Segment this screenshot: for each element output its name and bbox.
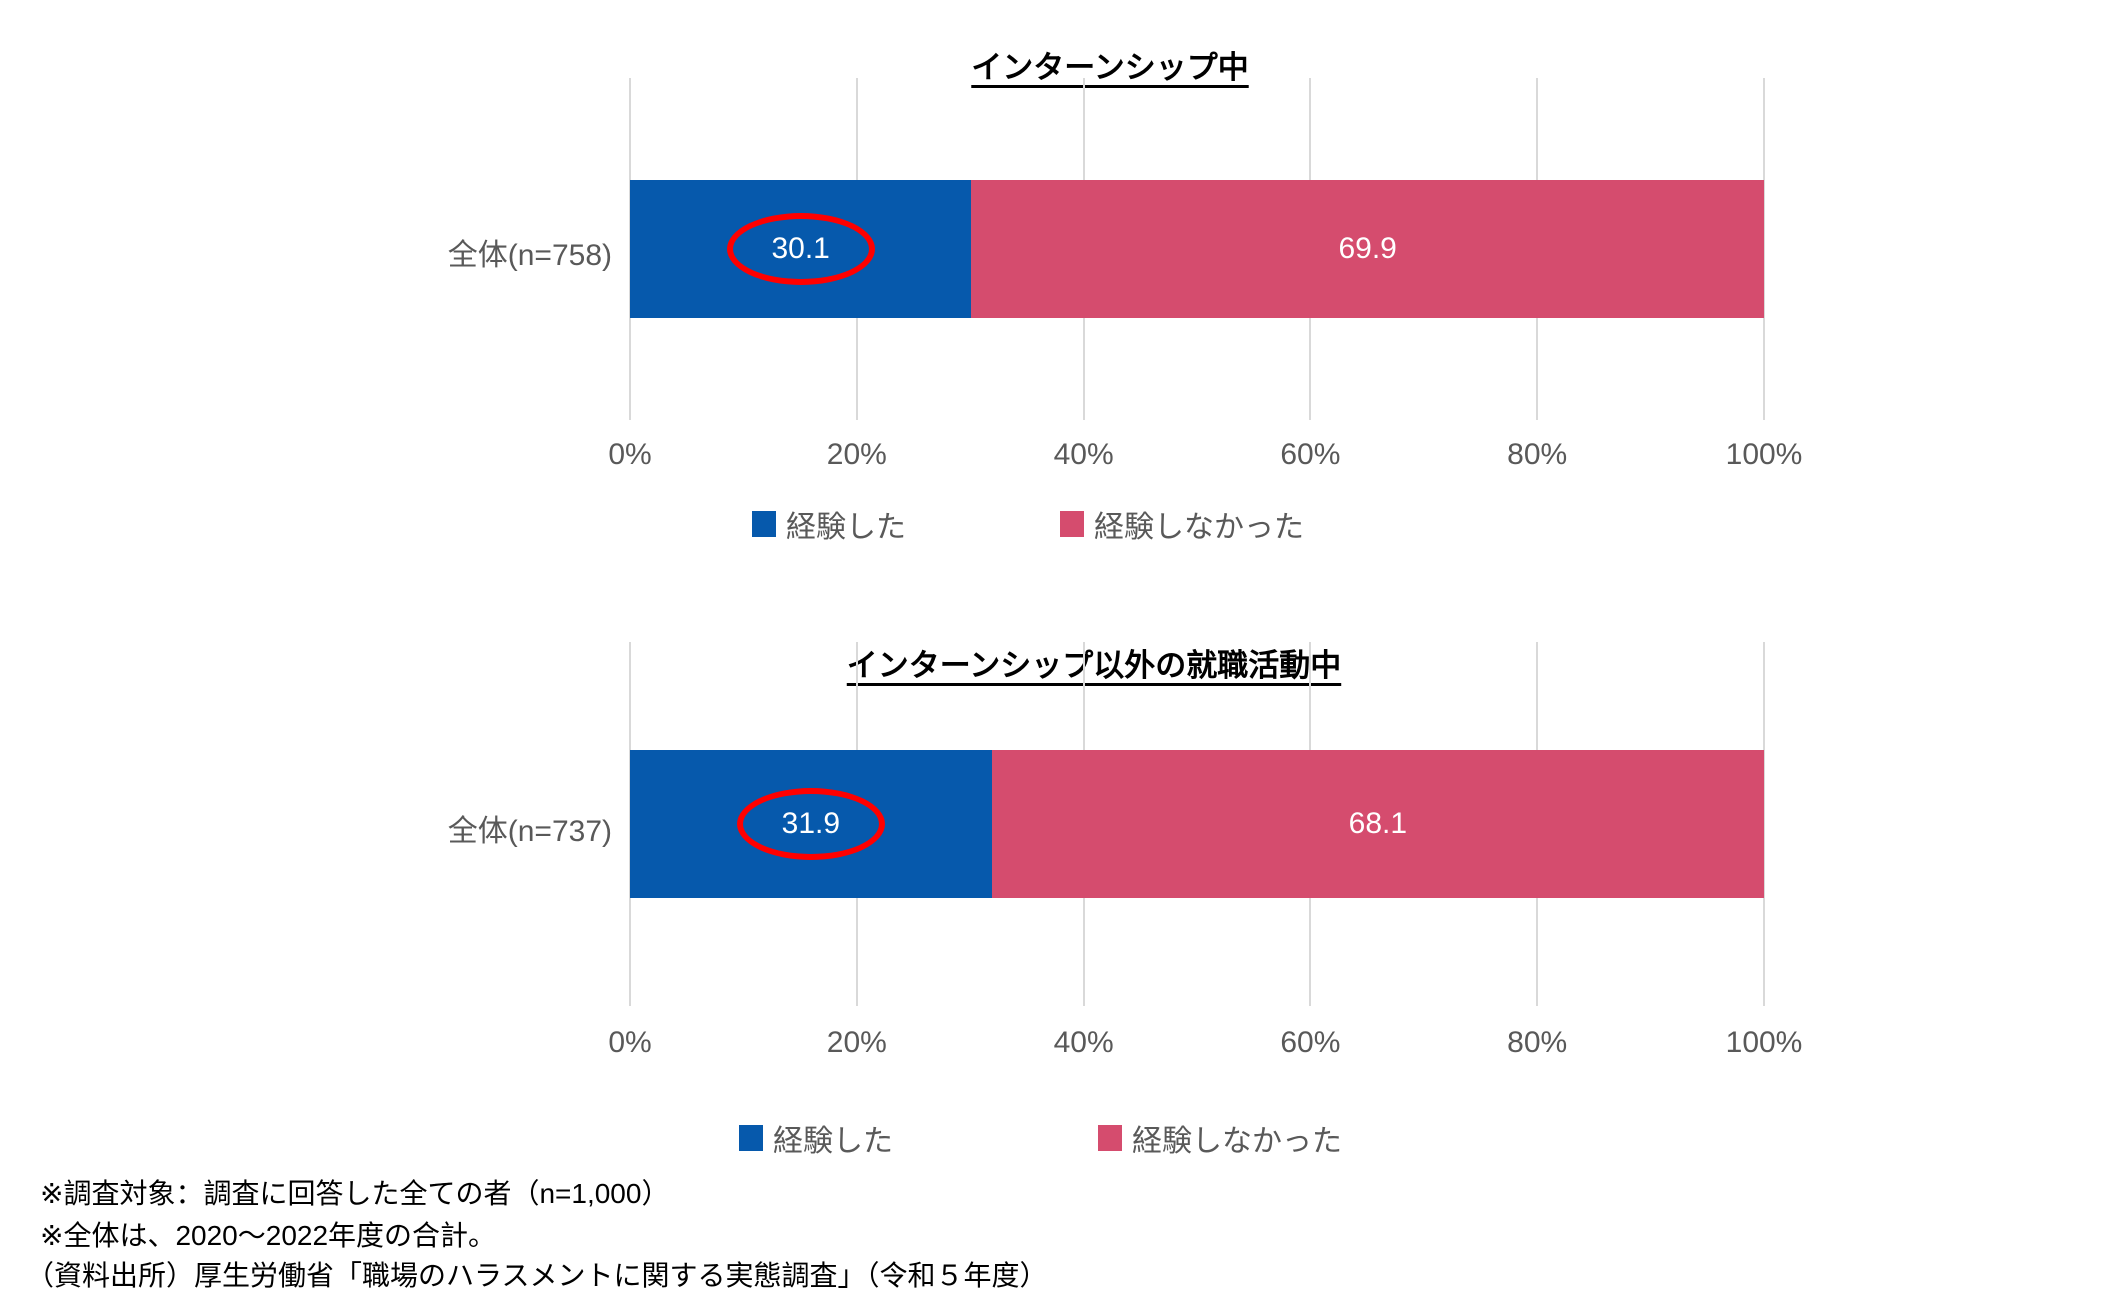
chart1-value-experienced: 30.1 <box>771 232 830 265</box>
chart2-bar-segment-experienced: 31.9 <box>630 750 992 898</box>
chart1-tick-100: 100% <box>1725 438 1803 471</box>
gridline-100pct <box>1763 642 1765 1006</box>
footnote-total-definition: ※全体は、2020～2022年度の合計。 <box>40 1220 497 1251</box>
footnote-survey-target: ※調査対象：調査に回答した全ての者（n=1,000） <box>40 1178 670 1209</box>
gridline-100pct <box>1763 78 1765 420</box>
chart2-tick-80: 80% <box>1507 1026 1568 1059</box>
chart2-tick-60: 60% <box>1280 1026 1341 1059</box>
legend-swatch-experienced <box>752 511 776 537</box>
footnote-source: （資料出所）厚生労働省「職場のハラスメントに関する実態調査」（令和５年度） <box>26 1260 1048 1291</box>
chart2-title: インターンシップ以外の就職活動中 <box>846 647 1342 683</box>
chart2-value-not-experienced: 68.1 <box>1348 807 1408 840</box>
chart2-red-circle-annotation: 31.9 <box>736 788 885 860</box>
chart2-x-axis: 0% 20% 40% 60% 80% 100% <box>608 1026 1802 1066</box>
legend-label-experienced: 経験した <box>773 1125 893 1158</box>
chart1-tick-40: 40% <box>1053 438 1114 471</box>
chart1-legend-item-experienced: 経験した <box>752 502 906 546</box>
chart1-stacked-bar: 30.1 69.9 <box>630 180 1764 318</box>
legend-swatch-experienced <box>739 1125 763 1151</box>
chart2-tick-40: 40% <box>1053 1026 1114 1059</box>
chart1-x-axis: 0% 20% 40% 60% 80% 100% <box>608 438 1802 478</box>
chart1-category-label: 全体(n=758) <box>447 239 612 272</box>
chart2-legend-item-experienced: 経験した <box>739 1116 893 1160</box>
chart1-tick-60: 60% <box>1280 438 1341 471</box>
chart2-tick-20: 20% <box>826 1026 887 1059</box>
chart1-tick-20: 20% <box>826 438 887 471</box>
chart2-legend-item-not-experienced: 経験しなかった <box>1098 1116 1342 1160</box>
chart2-tick-100: 100% <box>1725 1026 1803 1059</box>
legend-label-not-experienced: 経験しなかった <box>1132 1125 1342 1158</box>
legend-swatch-not-experienced <box>1098 1125 1122 1151</box>
legend-label-not-experienced: 経験しなかった <box>1094 511 1304 544</box>
chart1-plot-area: 30.1 69.9 <box>629 78 1765 420</box>
chart2-category-label: 全体(n=737) <box>447 815 612 848</box>
legend-swatch-not-experienced <box>1060 511 1084 537</box>
chart2-bar-segment-not-experienced: 68.1 <box>991 750 1764 898</box>
chart1-title: インターンシップ中 <box>971 49 1249 85</box>
chart2-tick-0: 0% <box>608 1026 652 1059</box>
chart1-legend-item-not-experienced: 経験しなかった <box>1060 502 1304 546</box>
chart1-bar-segment-experienced: 30.1 <box>630 180 972 318</box>
chart2-value-experienced: 31.9 <box>781 807 841 840</box>
chart2-stacked-bar: 31.9 68.1 <box>630 750 1764 898</box>
chart2-plot-area: 31.9 68.1 <box>629 642 1765 1006</box>
legend-label-experienced: 経験した <box>786 511 906 544</box>
chart1-tick-80: 80% <box>1507 438 1568 471</box>
chart1-bar-segment-not-experienced: 69.9 <box>971 180 1764 318</box>
chart1-value-not-experienced: 69.9 <box>1338 232 1397 265</box>
chart1-tick-0: 0% <box>608 438 652 471</box>
chart1-red-circle-annotation: 30.1 <box>726 213 875 285</box>
